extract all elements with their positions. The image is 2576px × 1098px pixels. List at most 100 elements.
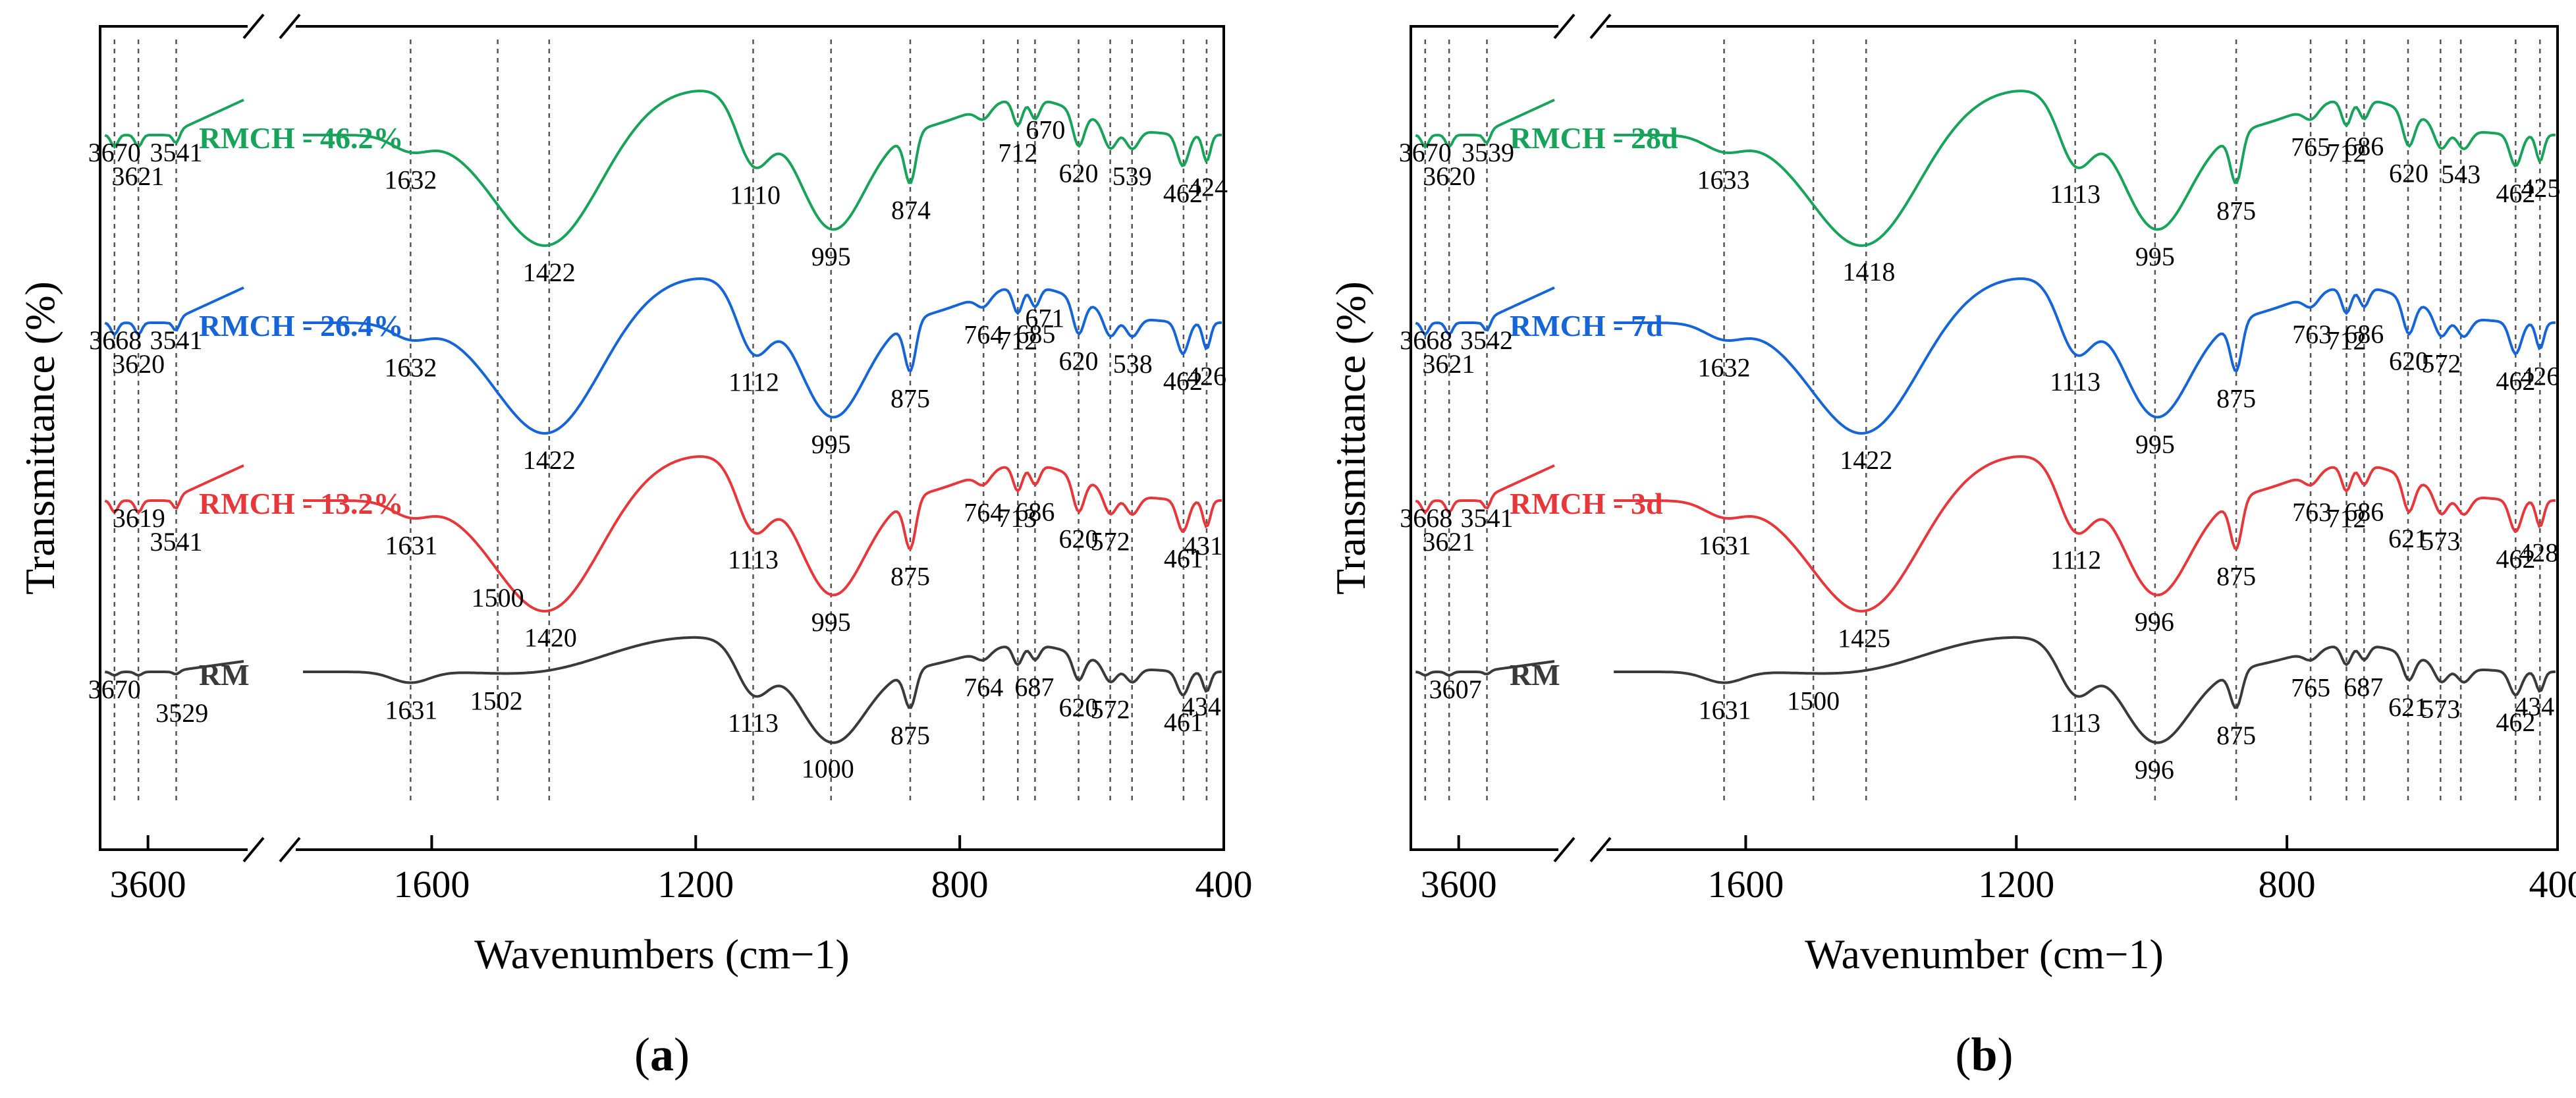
peak-label: 764 [964, 319, 1003, 349]
peak-label: 1113 [2050, 179, 2100, 209]
peak-label: 3668 [89, 325, 142, 355]
x-tick-label: 400 [2529, 863, 2576, 906]
peak-label: 620 [1059, 159, 1099, 188]
peak-label: 670 [1026, 115, 1065, 145]
peak-label: 763 [2292, 497, 2332, 527]
peak-label: 1113 [2050, 367, 2100, 397]
peak-label: 1500 [1787, 686, 1840, 715]
peak-label: 620 [1059, 693, 1099, 723]
peak-label: 426 [2520, 362, 2560, 391]
peak-label: 712 [2327, 503, 2367, 533]
peak-label: 621 [2388, 692, 2428, 722]
peak-label: 3670 [88, 138, 141, 167]
axis-break-mark [1553, 837, 1576, 863]
peak-label: 3541 [150, 138, 203, 167]
peak-label: 995 [811, 242, 851, 271]
spectrum-line [303, 455, 1222, 613]
peak-label: 428 [2519, 537, 2558, 567]
peak-label: 1425 [1838, 624, 1890, 653]
peak-label: 995 [811, 607, 851, 637]
peak-label: 1633 [1697, 165, 1750, 194]
peak-label: 1422 [1840, 445, 1892, 475]
peak-label: 3668 [1400, 325, 1452, 355]
peak-label: 1500 [472, 583, 524, 613]
spectrum-line [104, 98, 244, 149]
x-tick-label: 3600 [1421, 863, 1497, 906]
axis-break-gap [248, 18, 296, 34]
peak-label: 461 [1164, 707, 1203, 737]
peak-label: 3619 [113, 503, 165, 533]
peak-label: 1113 [728, 708, 779, 738]
spectrum-line [1614, 636, 2556, 744]
peak-label: 620 [2389, 159, 2428, 188]
peak-label: 1113 [728, 545, 779, 574]
peak-label: 1631 [385, 695, 437, 725]
peak-label: 3670 [1399, 138, 1452, 167]
peak-label: 3541 [1461, 503, 1514, 533]
spectrum-line [1415, 660, 1555, 677]
peak-label: 685 [1016, 319, 1055, 349]
peak-label: 713 [997, 503, 1037, 533]
x-tick-label: 1600 [393, 863, 470, 906]
peak-label: 686 [2344, 497, 2384, 527]
peak-label: 712 [998, 138, 1037, 167]
peak-label: 875 [891, 383, 930, 413]
peak-label: 572 [1091, 694, 1130, 724]
x-tick-label: 1200 [1978, 863, 2054, 906]
series-label: RMCH - 46.2% [199, 121, 403, 155]
x-axis-title: Wavenumbers (cm−1) [474, 931, 849, 977]
peak-label: 686 [1015, 497, 1055, 527]
peak-label: 1631 [385, 531, 437, 561]
axis-break-mark [279, 13, 301, 40]
peak-label: 543 [2441, 159, 2480, 189]
spectrum-line [1614, 90, 2556, 247]
peak-label: 763 [2292, 319, 2332, 349]
peak-label: 1631 [1699, 531, 1751, 561]
spectrum-line [104, 464, 244, 514]
peak-label: 3621 [1422, 527, 1475, 557]
peak-label: 1422 [523, 445, 576, 475]
peak-label: 462 [2496, 366, 2535, 396]
peak-label: 712 [2327, 325, 2367, 355]
peak-label: 712 [2327, 138, 2367, 167]
spectrum-line [1614, 277, 2556, 435]
peak-label: 1420 [524, 623, 577, 653]
y-axis-title: Transmittance (%) [16, 281, 63, 595]
peak-label: 3621 [1422, 349, 1475, 379]
peak-label: 573 [2421, 694, 2460, 724]
peak-label: 620 [2389, 346, 2428, 376]
axis-break-mark [242, 13, 265, 40]
y-axis-title: Transmittance (%) [1327, 281, 1374, 595]
peak-label: 687 [2343, 673, 2383, 702]
plot-frame [99, 25, 1225, 851]
peak-label: 462 [2496, 544, 2535, 574]
peak-label: 1632 [1698, 352, 1751, 382]
peak-label: 875 [2216, 383, 2256, 413]
peak-label: 671 [1025, 303, 1064, 333]
spectrum-line [1415, 464, 1555, 514]
peak-label: 3541 [150, 325, 203, 355]
chart-panel-a: RMCH - 46.2%3670362135411632142211109958… [16, 13, 1253, 1081]
axis-break-gap [1558, 18, 1606, 34]
peak-label: 462 [2496, 707, 2535, 737]
peak-label: 1112 [2050, 545, 2101, 575]
spectrum-line [303, 277, 1222, 435]
peak-label: 3539 [1462, 138, 1514, 167]
peak-label: 1422 [523, 258, 576, 287]
x-tick-label: 1200 [657, 863, 734, 906]
peak-label: 686 [2344, 319, 2384, 349]
peak-label: 1418 [1842, 257, 1895, 287]
series-label: RMCH - 7d [1510, 309, 1663, 343]
panel-label: (a) [634, 1028, 690, 1081]
axis-break-mark [279, 837, 301, 863]
peak-label: 3668 [1400, 503, 1452, 533]
peak-label: 424 [1188, 172, 1228, 202]
peak-label: 431 [1184, 531, 1223, 561]
peak-label: 462 [1163, 366, 1203, 396]
peak-label: 996 [2135, 755, 2174, 784]
series-label: RMCH - 3d [1510, 487, 1663, 520]
axis-break-mark [242, 837, 265, 863]
peak-label: 686 [2344, 132, 2384, 161]
x-tick-label: 1600 [1707, 863, 1784, 906]
axis-break-gap [248, 842, 296, 858]
